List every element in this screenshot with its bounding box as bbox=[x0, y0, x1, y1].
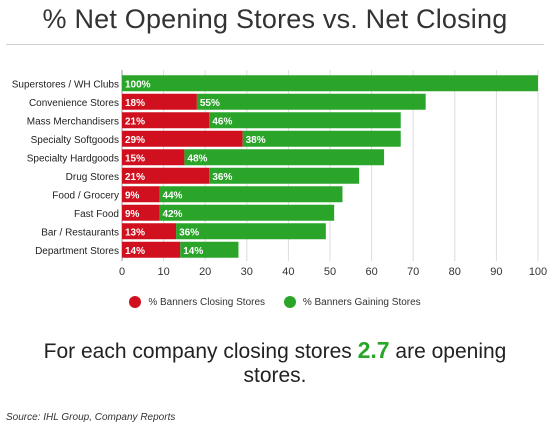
data-label-gaining: 14% bbox=[183, 246, 203, 257]
category-label: Drug Stores bbox=[66, 172, 119, 183]
bar-closing bbox=[122, 223, 177, 240]
category-label: Food / Grocery bbox=[52, 190, 119, 201]
x-tick-label-100: 100 bbox=[529, 266, 547, 278]
title-divider bbox=[6, 44, 544, 45]
category-label: Specialty Hardgoods bbox=[27, 153, 119, 164]
bar-closing bbox=[122, 186, 160, 203]
category-label: Fast Food bbox=[74, 209, 119, 220]
data-label-gaining: 46% bbox=[212, 116, 232, 127]
data-label-closing: 9% bbox=[125, 190, 140, 201]
bar-closing bbox=[122, 149, 185, 166]
data-label-closing: 15% bbox=[125, 153, 145, 164]
legend-swatch-gaining bbox=[283, 296, 296, 308]
data-label-closing: 13% bbox=[125, 227, 145, 238]
bar-gaining bbox=[159, 204, 335, 221]
bar-gaining bbox=[122, 75, 538, 92]
data-label-gaining: 48% bbox=[187, 153, 207, 164]
chart-title: % Net Opening Stores vs. Net Closing bbox=[42, 4, 508, 34]
bar-gaining bbox=[180, 241, 239, 258]
data-label-gaining: 42% bbox=[162, 209, 182, 220]
x-tick-label-80: 80 bbox=[449, 266, 461, 278]
bar-gaining bbox=[196, 93, 426, 110]
bar-closing bbox=[122, 204, 160, 221]
data-label-closing: 29% bbox=[125, 135, 145, 146]
data-label-closing: 21% bbox=[125, 116, 145, 127]
bar-gaining bbox=[184, 149, 385, 166]
bar-closing bbox=[122, 93, 197, 110]
data-label-gaining: 36% bbox=[212, 172, 232, 183]
legend-item-closing: % Banners Closing Stores bbox=[129, 296, 265, 308]
data-label-closing: 21% bbox=[125, 172, 145, 183]
summary-text-after: are opening stores. bbox=[243, 340, 507, 387]
summary-text-before: For each company closing stores bbox=[43, 340, 358, 363]
x-tick-label-40: 40 bbox=[282, 266, 294, 278]
bar-gaining bbox=[209, 167, 360, 184]
bar-gaining bbox=[242, 130, 401, 147]
category-label: Convenience Stores bbox=[29, 98, 119, 109]
bar-closing bbox=[122, 112, 210, 129]
data-label-gaining: 38% bbox=[246, 135, 266, 146]
bar-gaining bbox=[159, 186, 343, 203]
category-label: Department Stores bbox=[35, 246, 119, 257]
bar-gaining bbox=[176, 223, 326, 240]
x-tick-label-90: 90 bbox=[490, 266, 502, 278]
x-tick-label-30: 30 bbox=[241, 266, 253, 278]
bar-closing bbox=[122, 167, 210, 184]
bar-gaining bbox=[209, 112, 401, 129]
legend-swatch-closing bbox=[129, 296, 142, 308]
legend-item-gaining: % Banners Gaining Stores bbox=[283, 296, 421, 308]
category-label: Mass Merchandisers bbox=[27, 116, 119, 127]
bar-closing bbox=[122, 241, 181, 258]
data-label-closing: 18% bbox=[125, 98, 145, 109]
data-label-gaining: 55% bbox=[200, 98, 220, 109]
bar-chart: 0 10 20 30 40 50 60 70 80 90 100 Superstores / WH C… bbox=[12, 70, 547, 278]
x-tick-label-10: 10 bbox=[157, 266, 169, 278]
x-tick-label-50: 50 bbox=[324, 266, 336, 278]
data-label-gaining: 36% bbox=[179, 227, 199, 238]
x-tick-label-60: 60 bbox=[365, 266, 377, 278]
bar-closing bbox=[122, 130, 243, 147]
x-tick-label-0: 0 bbox=[119, 266, 125, 278]
summary-statement: For each company closing stores 2.7 are … bbox=[30, 338, 520, 388]
x-tick-label-70: 70 bbox=[407, 266, 419, 278]
x-tick-label-20: 20 bbox=[199, 266, 211, 278]
chart-legend: % Banners Closing Stores % Banners Gaini… bbox=[0, 296, 550, 311]
data-label-closing: 14% bbox=[125, 246, 145, 257]
summary-ratio-value: 2.7 bbox=[357, 337, 390, 363]
data-label-closing: 9% bbox=[125, 209, 140, 220]
legend-label-closing: % Banners Closing Stores bbox=[148, 296, 266, 308]
category-label: Specialty Softgoods bbox=[31, 135, 119, 146]
category-label: Bar / Restaurants bbox=[41, 227, 119, 238]
source-note: Source: IHL Group, Company Reports bbox=[6, 412, 176, 423]
legend-label-gaining: % Banners Gaining Stores bbox=[302, 296, 421, 308]
category-label: Superstores / WH Clubs bbox=[12, 79, 119, 90]
data-label-gaining: 44% bbox=[162, 190, 182, 201]
data-label-gaining: 100% bbox=[125, 79, 151, 90]
